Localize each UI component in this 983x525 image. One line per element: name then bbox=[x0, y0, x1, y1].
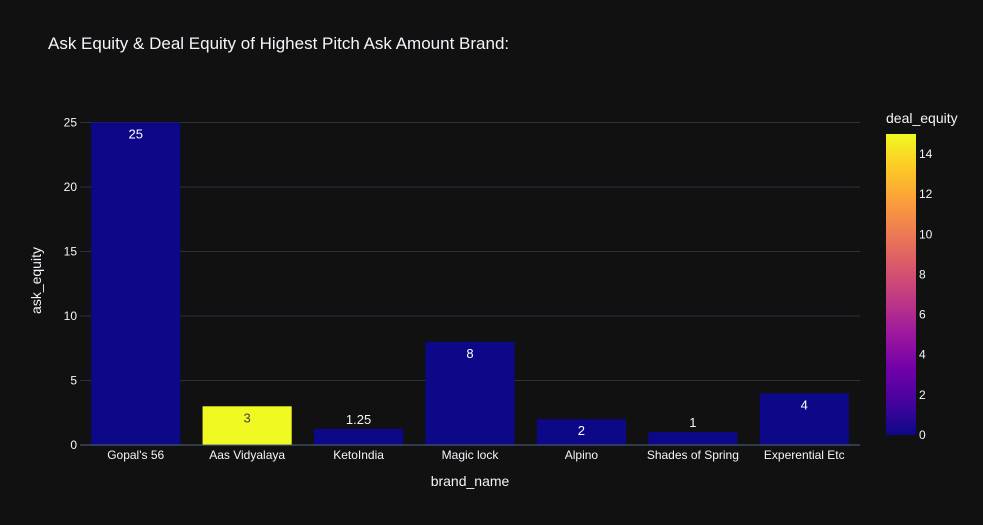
bar bbox=[202, 406, 292, 445]
x-tick-label: Experential Etc bbox=[764, 448, 845, 462]
y-tick-label: 5 bbox=[70, 373, 77, 387]
axis-layer: 0 5 10 15 20 25 Gopal's 56 Aas Vidyalaya KetoInd… bbox=[28, 115, 860, 489]
colorbar-tick-label: 2 bbox=[919, 388, 926, 402]
data-label: 1 bbox=[689, 415, 696, 430]
x-tick-label: Shades of Spring bbox=[647, 448, 739, 462]
bar-layer: 25 3 1.25 8 2 1 4 bbox=[91, 122, 849, 445]
y-axis-title: ask_equity bbox=[28, 247, 44, 314]
data-label: 3 bbox=[244, 410, 251, 425]
bar bbox=[91, 122, 181, 445]
bar bbox=[536, 419, 626, 445]
colorbar-tick-label: 12 bbox=[919, 187, 933, 201]
y-tick-label: 20 bbox=[64, 180, 78, 194]
x-tick-label: Magic lock bbox=[442, 448, 500, 462]
colorbar-tick-label: 0 bbox=[919, 428, 926, 442]
x-tick-label: Aas Vidyalaya bbox=[209, 448, 285, 462]
colorbar-tick-label: 4 bbox=[919, 348, 926, 362]
colorbar-gradient bbox=[886, 134, 916, 435]
x-tick-label: Gopal's 56 bbox=[107, 448, 164, 462]
data-label: 2 bbox=[578, 423, 585, 438]
colorbar-tick-label: 8 bbox=[919, 267, 926, 281]
x-tick-label: Alpino bbox=[565, 448, 599, 462]
colorbar-title: deal_equity bbox=[886, 110, 958, 126]
data-label: 1.25 bbox=[346, 412, 371, 427]
data-label: 4 bbox=[801, 397, 808, 412]
x-axis-title: brand_name bbox=[431, 473, 510, 489]
y-tick-label: 10 bbox=[64, 309, 78, 323]
data-label: 8 bbox=[466, 346, 473, 361]
colorbar-tick-label: 10 bbox=[919, 227, 933, 241]
x-tick-label: KetoIndia bbox=[333, 448, 384, 462]
bar bbox=[648, 432, 738, 445]
y-tick-label: 15 bbox=[64, 244, 78, 258]
y-tick-label: 25 bbox=[64, 115, 78, 129]
bar bbox=[314, 428, 404, 445]
colorbar-tick-label: 14 bbox=[919, 147, 933, 161]
y-tick-label: 0 bbox=[70, 438, 77, 452]
bar bbox=[759, 393, 849, 445]
colorbar: 0 2 4 6 8 10 12 14 deal_equity bbox=[886, 110, 958, 442]
colorbar-tick-label: 6 bbox=[919, 308, 926, 322]
chart-title: Ask Equity & Deal Equity of Highest Pitc… bbox=[48, 34, 510, 53]
data-label: 25 bbox=[128, 126, 142, 141]
bar bbox=[425, 341, 515, 445]
